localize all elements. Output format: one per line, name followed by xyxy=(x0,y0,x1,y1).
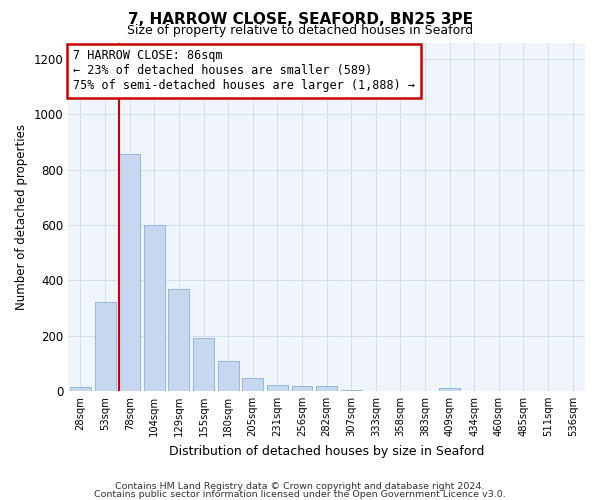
Bar xyxy=(316,386,337,391)
Text: Contains HM Land Registry data © Crown copyright and database right 2024.: Contains HM Land Registry data © Crown c… xyxy=(115,482,485,491)
Bar xyxy=(218,360,239,391)
Bar xyxy=(119,154,140,391)
Bar xyxy=(341,390,362,391)
Bar xyxy=(70,387,91,391)
Bar xyxy=(292,386,313,391)
Bar xyxy=(242,378,263,391)
Text: Size of property relative to detached houses in Seaford: Size of property relative to detached ho… xyxy=(127,24,473,37)
Y-axis label: Number of detached properties: Number of detached properties xyxy=(15,124,28,310)
Text: 7, HARROW CLOSE, SEAFORD, BN25 3PE: 7, HARROW CLOSE, SEAFORD, BN25 3PE xyxy=(128,12,473,28)
Text: 7 HARROW CLOSE: 86sqm
← 23% of detached houses are smaller (589)
75% of semi-det: 7 HARROW CLOSE: 86sqm ← 23% of detached … xyxy=(73,50,415,92)
Bar xyxy=(95,302,116,391)
X-axis label: Distribution of detached houses by size in Seaford: Distribution of detached houses by size … xyxy=(169,444,484,458)
Text: Contains public sector information licensed under the Open Government Licence v3: Contains public sector information licen… xyxy=(94,490,506,499)
Bar xyxy=(169,288,190,391)
Bar xyxy=(267,385,288,391)
Bar xyxy=(144,225,165,391)
Bar xyxy=(193,338,214,391)
Bar xyxy=(439,388,460,391)
